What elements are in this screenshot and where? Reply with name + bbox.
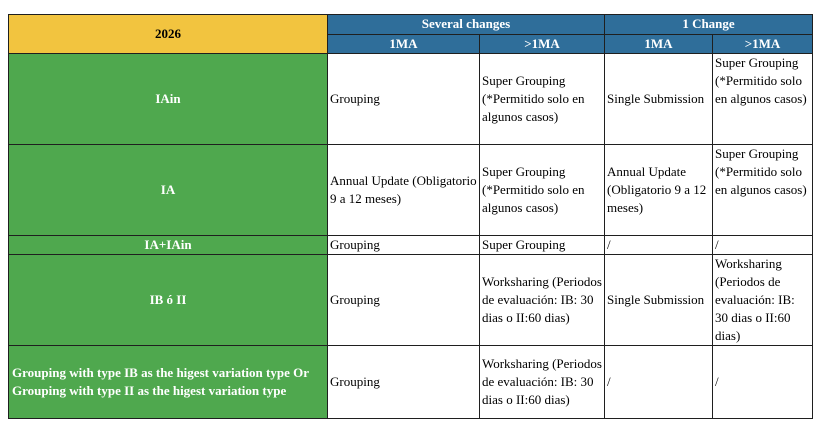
table-cell: Worksharing (Periodos de evaluación: IB:… (479, 345, 605, 419)
group-header-several-changes: Several changes (327, 14, 605, 35)
row-label-grouping-ib-ii: Grouping with type IB as the higest vari… (8, 345, 328, 419)
table-cell: Super Grouping (*Permitido solo en algun… (712, 144, 813, 236)
table-cell: Super Grouping (*Permitido solo en algun… (712, 53, 813, 145)
variations-table: 2026 Several changes 1 Change 1MA >1MA 1… (8, 14, 813, 419)
table-cell: / (604, 235, 713, 255)
row-label-iain: IAin (8, 53, 328, 145)
table-row-ia: IA Annual Update (Obligatorio 9 a 12 mes… (8, 144, 813, 236)
table-row-grouping-ib-ii: Grouping with type IB as the higest vari… (8, 345, 813, 419)
group-header-one-change: 1 Change (604, 14, 813, 35)
table-cell: Single Submission (604, 254, 713, 346)
table-cell: Annual Update (Obligatorio 9 a 12 meses) (327, 144, 480, 236)
year-header: 2026 (8, 14, 328, 54)
table-cell: Single Submission (604, 53, 713, 145)
table-cell: Worksharing (Periodos de evaluación: IB:… (479, 254, 605, 346)
table-cell: Grouping (327, 254, 480, 346)
table-row-ia-iain: IA+IAin Grouping Super Grouping / / (8, 235, 813, 255)
table-cell: Annual Update (Obligatorio 9 a 12 meses) (604, 144, 713, 236)
table-cell: Super Grouping (*Permitido solo en algun… (479, 53, 605, 145)
row-label-ia-iain: IA+IAin (8, 235, 328, 255)
row-label-ia: IA (8, 144, 328, 236)
table-cell: Grouping (327, 235, 480, 255)
table-cell: Super Grouping (*Permitido solo en algun… (479, 144, 605, 236)
table-row-iain: IAin Grouping Super Grouping (*Permitido… (8, 53, 813, 145)
header-row-groups: 2026 Several changes 1 Change (8, 14, 813, 54)
subheader-several-gt1ma: >1MA (479, 33, 605, 54)
table-cell: Grouping (327, 345, 480, 419)
table-cell: / (712, 235, 813, 255)
subheader-one-gt1ma: >1MA (712, 33, 813, 54)
table-cell: Worksharing (Periodos de evaluación: IB:… (712, 254, 813, 346)
table-cell: Super Grouping (479, 235, 605, 255)
table-cell: / (712, 345, 813, 419)
subheader-one-1ma: 1MA (604, 33, 713, 54)
table-cell: Grouping (327, 53, 480, 145)
table-row-ib-ii: IB ó II Grouping Worksharing (Periodos d… (8, 254, 813, 346)
subheader-several-1ma: 1MA (327, 33, 480, 54)
row-label-ib-ii: IB ó II (8, 254, 328, 346)
table-cell: / (604, 345, 713, 419)
header-row-subheaders: 1MA >1MA 1MA >1MA (9, 33, 813, 54)
